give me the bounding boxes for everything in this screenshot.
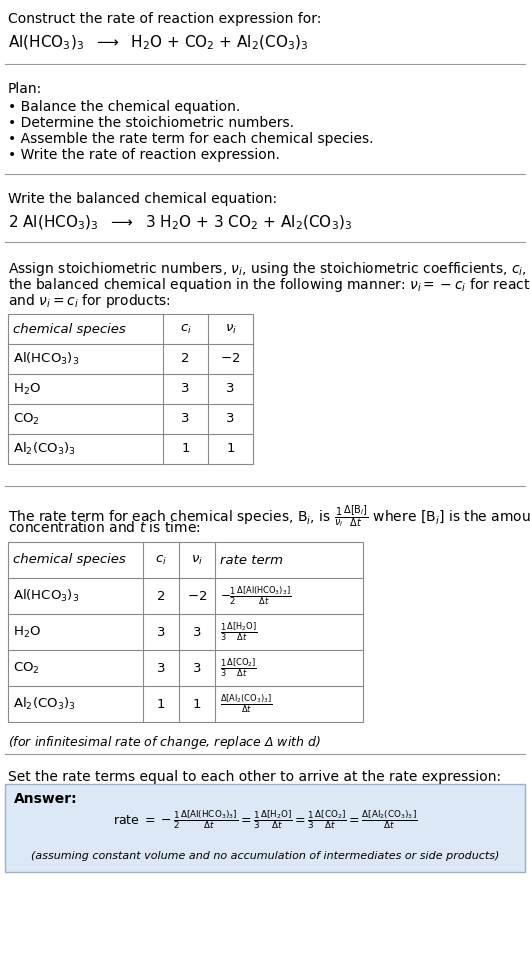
Text: 3: 3 [193, 662, 201, 674]
Bar [8, 314, 253, 464]
Text: $-$2: $-$2 [187, 590, 207, 603]
Text: • Assemble the rate term for each chemical species.: • Assemble the rate term for each chemic… [8, 132, 374, 146]
Text: Write the balanced chemical equation:: Write the balanced chemical equation: [8, 192, 277, 206]
Text: 2: 2 [181, 353, 190, 366]
Text: Assign stoichiometric numbers, $\nu_i$, using the stoichiometric coefficients, $: Assign stoichiometric numbers, $\nu_i$, … [8, 260, 530, 278]
Text: $\nu_i$: $\nu_i$ [225, 322, 236, 335]
Text: chemical species: chemical species [13, 322, 126, 335]
Text: 2 Al(HCO$_3$)$_3$  $\longrightarrow$  3 H$_2$O + 3 CO$_2$ + Al$_2$(CO$_3$)$_3$: 2 Al(HCO$_3$)$_3$ $\longrightarrow$ 3 H$… [8, 214, 352, 232]
Text: 3: 3 [157, 625, 165, 639]
Text: Al$_2$(CO$_3$)$_3$: Al$_2$(CO$_3$)$_3$ [13, 441, 76, 457]
FancyBboxPatch shape [5, 784, 525, 872]
Text: 1: 1 [193, 698, 201, 710]
Text: H$_2$O: H$_2$O [13, 624, 41, 640]
Text: 1: 1 [226, 443, 235, 456]
Text: Al$_2$(CO$_3$)$_3$: Al$_2$(CO$_3$)$_3$ [13, 696, 76, 712]
Text: $\frac{1}{3}\frac{\Delta[\mathrm{H_2O}]}{\Delta t}$: $\frac{1}{3}\frac{\Delta[\mathrm{H_2O}]}… [220, 620, 258, 643]
Text: Al(HCO$_3$)$_3$: Al(HCO$_3$)$_3$ [13, 351, 80, 368]
Text: Set the rate terms equal to each other to arrive at the rate expression:: Set the rate terms equal to each other t… [8, 770, 501, 784]
Text: CO$_2$: CO$_2$ [13, 412, 40, 426]
Text: $\frac{1}{3}\frac{\Delta[\mathrm{CO_2}]}{\Delta t}$: $\frac{1}{3}\frac{\Delta[\mathrm{CO_2}]}… [220, 657, 257, 679]
Text: 3: 3 [226, 382, 235, 396]
Text: 3: 3 [193, 625, 201, 639]
Text: 2: 2 [157, 590, 165, 603]
Text: $\nu_i$: $\nu_i$ [191, 554, 203, 566]
Bar [8, 542, 363, 722]
Text: 3: 3 [157, 662, 165, 674]
Text: 3: 3 [181, 413, 190, 425]
Text: CO$_2$: CO$_2$ [13, 661, 40, 675]
Text: Construct the rate of reaction expression for:: Construct the rate of reaction expressio… [8, 12, 321, 26]
Text: $-$2: $-$2 [220, 353, 241, 366]
Text: the balanced chemical equation in the following manner: $\nu_i = -c_i$ for react: the balanced chemical equation in the fo… [8, 276, 530, 294]
Text: • Balance the chemical equation.: • Balance the chemical equation. [8, 100, 240, 114]
Text: The rate term for each chemical species, B$_i$, is $\frac{1}{\nu_i}\frac{\Delta[: The rate term for each chemical species,… [8, 504, 530, 530]
Text: $c_i$: $c_i$ [180, 322, 191, 335]
Text: 3: 3 [226, 413, 235, 425]
Text: Plan:: Plan: [8, 82, 42, 96]
Text: chemical species: chemical species [13, 554, 126, 566]
Text: (for infinitesimal rate of change, replace Δ with $d$): (for infinitesimal rate of change, repla… [8, 734, 321, 751]
Text: H$_2$O: H$_2$O [13, 381, 41, 397]
Text: Answer:: Answer: [14, 792, 77, 806]
Text: $c_i$: $c_i$ [155, 554, 167, 566]
Text: 3: 3 [181, 382, 190, 396]
Text: 1: 1 [181, 443, 190, 456]
Text: rate term: rate term [220, 554, 283, 566]
Text: and $\nu_i = c_i$ for products:: and $\nu_i = c_i$ for products: [8, 292, 171, 310]
Text: rate $= -\frac{1}{2}\frac{\Delta[\mathrm{Al(HCO_3)_3}]}{\Delta t} = \frac{1}{3}\: rate $= -\frac{1}{2}\frac{\Delta[\mathrm… [113, 808, 417, 831]
Text: Al(HCO$_3$)$_3$  $\longrightarrow$  H$_2$O + CO$_2$ + Al$_2$(CO$_3$)$_3$: Al(HCO$_3$)$_3$ $\longrightarrow$ H$_2$O… [8, 34, 308, 52]
Text: 1: 1 [157, 698, 165, 710]
Text: $\frac{\Delta[\mathrm{Al_2(CO_3)_3}]}{\Delta t}$: $\frac{\Delta[\mathrm{Al_2(CO_3)_3}]}{\D… [220, 693, 272, 715]
Text: • Write the rate of reaction expression.: • Write the rate of reaction expression. [8, 148, 280, 162]
Text: $-\frac{1}{2}\frac{\Delta[\mathrm{Al(HCO_3)_3}]}{\Delta t}$: $-\frac{1}{2}\frac{\Delta[\mathrm{Al(HCO… [220, 585, 292, 608]
Text: Al(HCO$_3$)$_3$: Al(HCO$_3$)$_3$ [13, 588, 80, 604]
Text: concentration and $t$ is time:: concentration and $t$ is time: [8, 520, 201, 535]
Text: • Determine the stoichiometric numbers.: • Determine the stoichiometric numbers. [8, 116, 294, 130]
Text: (assuming constant volume and no accumulation of intermediates or side products): (assuming constant volume and no accumul… [31, 851, 499, 861]
